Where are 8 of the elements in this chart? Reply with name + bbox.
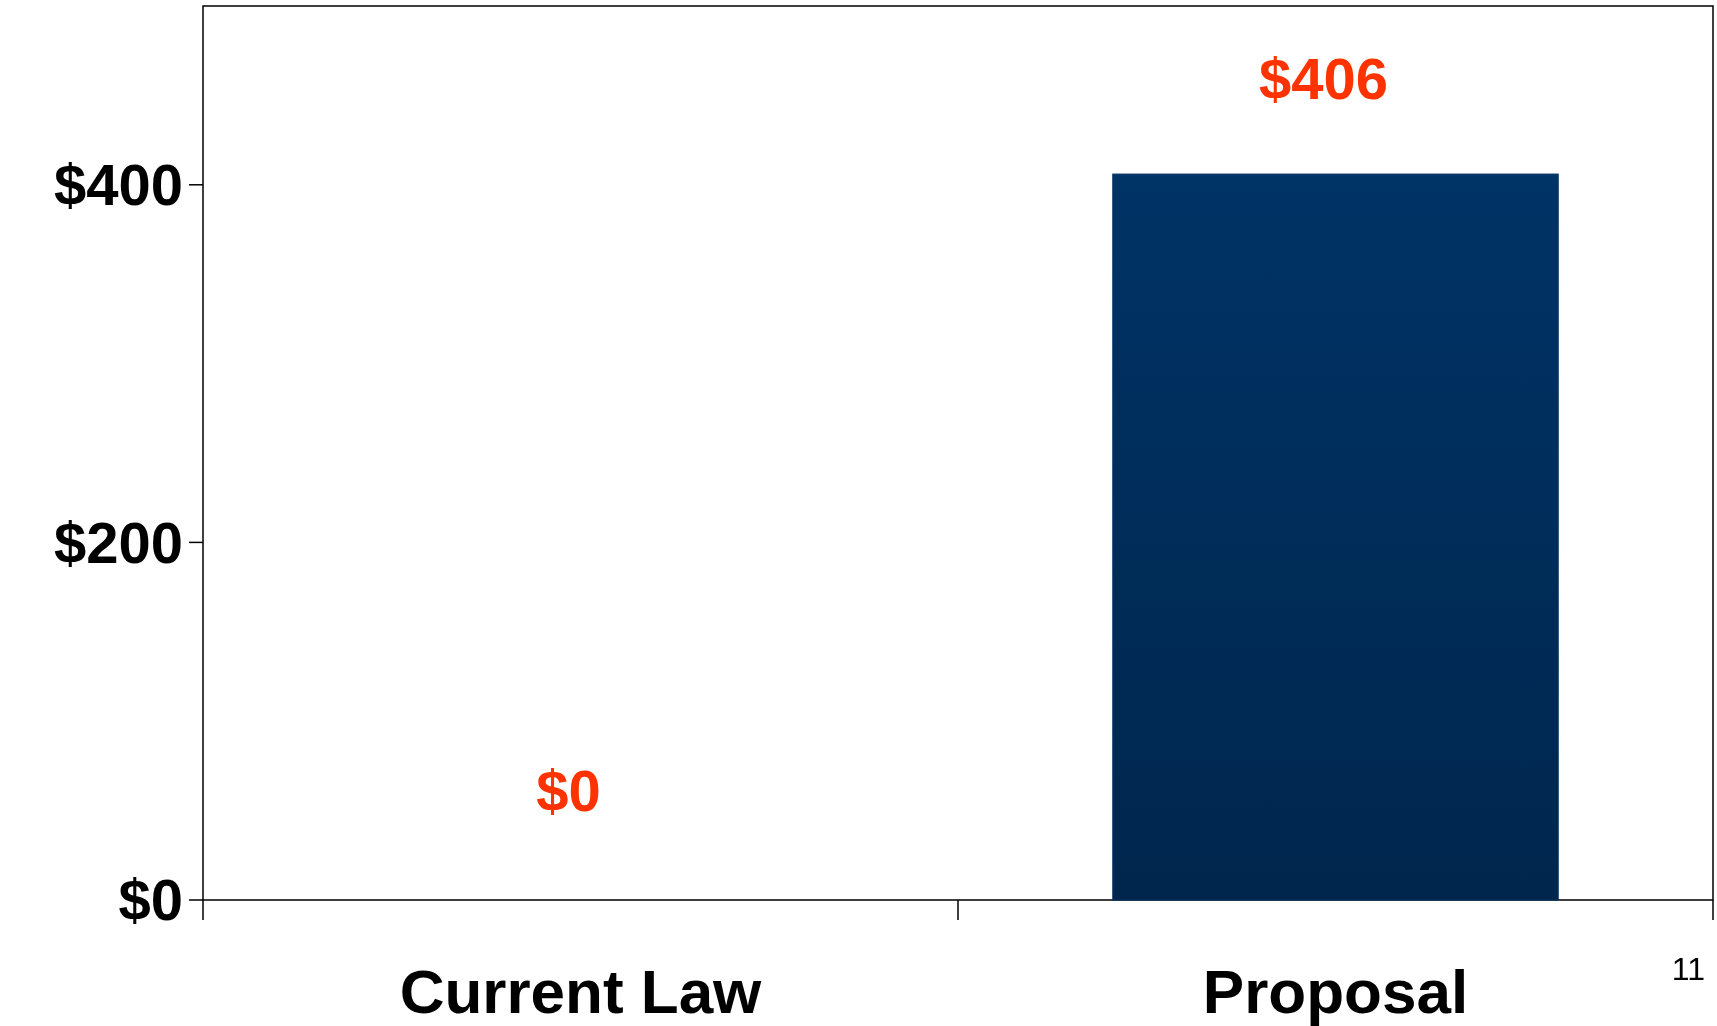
data-label: $0: [536, 758, 601, 824]
data-label: $406: [1258, 46, 1389, 112]
text: 11: [1671, 951, 1705, 987]
x-tick-label: Proposal: [1202, 957, 1469, 1026]
x-tick-label: Current Law: [399, 957, 763, 1026]
y-tick-label: $400: [53, 152, 183, 218]
y-tick-label: $200: [53, 509, 183, 575]
y-tick-label: $0: [118, 867, 183, 933]
